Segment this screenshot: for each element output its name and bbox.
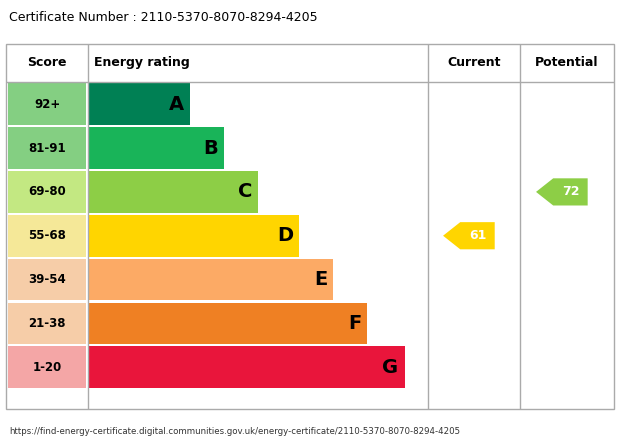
Bar [88,127,224,169]
Polygon shape [443,222,495,249]
Bar [88,84,190,125]
Text: 92+: 92+ [34,98,60,111]
Bar [8,84,86,125]
Text: E: E [314,270,327,289]
Text: 72: 72 [562,185,579,198]
Text: Potential: Potential [535,56,598,69]
Text: https://find-energy-certificate.digital.communities.gov.uk/energy-certificate/21: https://find-energy-certificate.digital.… [9,427,461,436]
Bar [8,259,86,301]
Bar [88,303,367,344]
Bar [88,215,299,257]
Bar [8,346,86,388]
Polygon shape [536,178,588,205]
Bar [8,303,86,344]
Bar [88,259,333,301]
Text: D: D [277,226,293,245]
Text: 69-80: 69-80 [29,185,66,198]
Text: 1-20: 1-20 [33,361,62,374]
Text: 39-54: 39-54 [29,273,66,286]
Text: Current: Current [447,56,501,69]
Bar [8,127,86,169]
Text: A: A [169,95,184,114]
Bar [8,171,86,213]
Text: 61: 61 [469,229,486,242]
Text: 55-68: 55-68 [29,229,66,242]
Text: Score: Score [27,56,67,69]
Text: Energy rating: Energy rating [94,56,190,69]
Text: 21-38: 21-38 [29,317,66,330]
Text: B: B [203,139,218,158]
Bar [88,171,259,213]
Text: C: C [238,183,252,202]
Text: F: F [348,314,361,333]
Bar [88,346,405,388]
Text: G: G [383,358,399,377]
Bar [8,215,86,257]
Text: 81-91: 81-91 [29,142,66,154]
Text: Certificate Number : 2110-5370-8070-8294-4205: Certificate Number : 2110-5370-8070-8294… [9,11,318,24]
